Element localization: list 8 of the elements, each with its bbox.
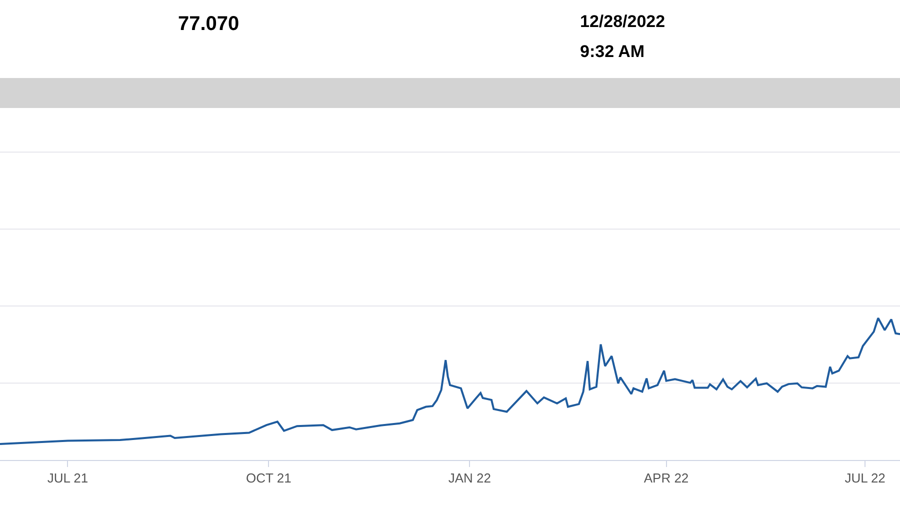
x-tick-label: APR 22 — [644, 470, 689, 486]
text: 77.070 — [178, 13, 240, 36]
x-tick-label: JUL 21 — [47, 470, 88, 486]
text: 9:32 AM — [580, 42, 645, 62]
x-tick-label: JUL 22 — [844, 470, 886, 486]
x-tick-label: OCT 21 — [246, 470, 292, 486]
text: 12/28/2022 — [580, 12, 666, 32]
x-tick-label: JAN 22 — [448, 470, 491, 486]
